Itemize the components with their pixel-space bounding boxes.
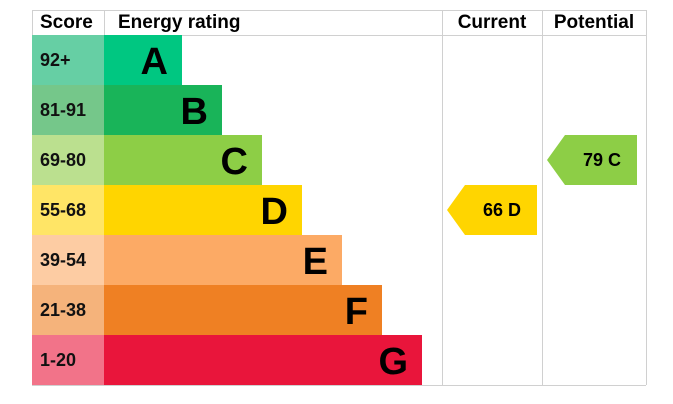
rating-bar-a: A xyxy=(104,35,182,85)
score-range-g: 1-20 xyxy=(32,335,104,385)
potential-rating-arrow: 79 C xyxy=(547,135,637,185)
border-bottom xyxy=(32,385,646,386)
score-range-c: 69-80 xyxy=(32,135,104,185)
col-divider xyxy=(104,10,105,35)
rating-bar-e: E xyxy=(104,235,342,285)
score-header: Score xyxy=(40,12,93,33)
col-divider xyxy=(442,10,443,385)
header-divider xyxy=(32,35,646,36)
col-divider xyxy=(542,10,543,385)
current-header: Current xyxy=(457,12,527,33)
score-range-f: 21-38 xyxy=(32,285,104,335)
rating-bar-c: C xyxy=(104,135,262,185)
rating-bar-g: G xyxy=(104,335,422,385)
score-range-e: 39-54 xyxy=(32,235,104,285)
rating-bar-b: B xyxy=(104,85,222,135)
score-range-d: 55-68 xyxy=(32,185,104,235)
score-range-a: 92+ xyxy=(32,35,104,85)
rating-header: Energy rating xyxy=(118,12,241,33)
border-top xyxy=(32,10,646,11)
rating-bar-d: D xyxy=(104,185,302,235)
border-right xyxy=(646,10,647,385)
score-range-b: 81-91 xyxy=(32,85,104,135)
rating-bar-f: F xyxy=(104,285,382,335)
current-rating-arrow: 66 D xyxy=(447,185,537,235)
potential-header: Potential xyxy=(553,12,635,33)
